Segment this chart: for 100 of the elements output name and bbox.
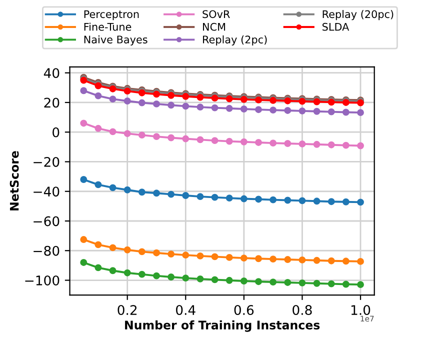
point [226, 104, 233, 112]
point [80, 236, 88, 243]
point [109, 128, 116, 136]
point [211, 104, 218, 112]
point [342, 258, 350, 265]
legend-label: Replay (2pc) [203, 35, 267, 46]
point [196, 252, 204, 260]
point [255, 139, 262, 146]
point [298, 197, 306, 204]
x-tick-label: 0.2 [118, 305, 137, 316]
point [313, 140, 320, 148]
point [270, 140, 277, 147]
point [313, 108, 320, 115]
point [138, 270, 146, 278]
point [196, 275, 204, 282]
point [196, 104, 204, 111]
point [94, 181, 102, 188]
point [284, 256, 292, 263]
point [168, 134, 175, 142]
point [255, 255, 262, 262]
point [138, 99, 146, 106]
legend-label: Naive Bayes [84, 35, 148, 46]
legend-label: NCM [203, 22, 226, 31]
x-tick-label: 1.0 [351, 305, 370, 316]
point [298, 256, 306, 264]
legend-label: SOvR [202, 10, 230, 18]
point [124, 130, 131, 138]
point [109, 184, 116, 192]
point [313, 280, 320, 287]
point [255, 106, 262, 114]
point [270, 106, 277, 114]
point [270, 196, 277, 204]
y-axis-title: NetScore [10, 151, 19, 210]
point [182, 274, 190, 282]
point [168, 190, 175, 198]
point [211, 137, 218, 144]
point [153, 249, 160, 256]
point [342, 142, 350, 149]
point [328, 257, 335, 264]
point [298, 140, 306, 148]
point [313, 256, 320, 264]
point [138, 132, 146, 139]
point [357, 142, 364, 150]
point [138, 188, 146, 196]
point [342, 280, 350, 288]
legend-label: SLDA [322, 22, 350, 31]
y-tick-label: 20 [44, 98, 60, 108]
point [94, 241, 102, 248]
point [211, 253, 218, 260]
point [255, 196, 262, 203]
y-tick-label: −40 [34, 186, 60, 197]
point [226, 254, 233, 261]
point [240, 138, 248, 146]
point [182, 192, 190, 199]
point [196, 136, 204, 144]
point [109, 267, 116, 274]
point [240, 195, 248, 202]
point [226, 194, 233, 202]
point [270, 256, 277, 263]
point [182, 252, 190, 259]
point [168, 274, 175, 280]
y-tick-label: 0 [52, 127, 60, 138]
point [328, 108, 335, 116]
point [328, 141, 335, 148]
point [168, 102, 175, 109]
legend-label: Fine-Tune [84, 22, 132, 31]
point [124, 269, 131, 276]
point [94, 264, 102, 272]
point [240, 106, 248, 112]
point [342, 198, 350, 206]
point [240, 254, 248, 262]
point [328, 280, 335, 288]
point [357, 258, 364, 265]
y-tick-label: −80 [34, 246, 60, 256]
x-tick-label: 0.6 [234, 305, 254, 316]
point [240, 278, 248, 284]
y-tick-label: −60 [34, 216, 60, 226]
point [284, 196, 292, 204]
point [109, 244, 116, 252]
point [284, 140, 292, 147]
point [80, 120, 88, 127]
point [328, 198, 335, 206]
point [211, 276, 218, 284]
point [357, 109, 364, 116]
point [342, 108, 350, 116]
point [153, 100, 160, 108]
legend-label: Perceptron [84, 10, 139, 20]
point [357, 281, 364, 288]
point [80, 87, 88, 94]
point [138, 248, 146, 256]
point [182, 135, 190, 142]
point [284, 279, 292, 286]
point [357, 198, 364, 206]
y-tick-label: −100 [25, 275, 60, 286]
point [80, 176, 88, 183]
point [168, 250, 175, 258]
point [211, 194, 218, 201]
point [80, 259, 88, 266]
x-tick-label: 0.8 [292, 305, 312, 316]
x-tick-label: 0.4 [176, 305, 196, 316]
